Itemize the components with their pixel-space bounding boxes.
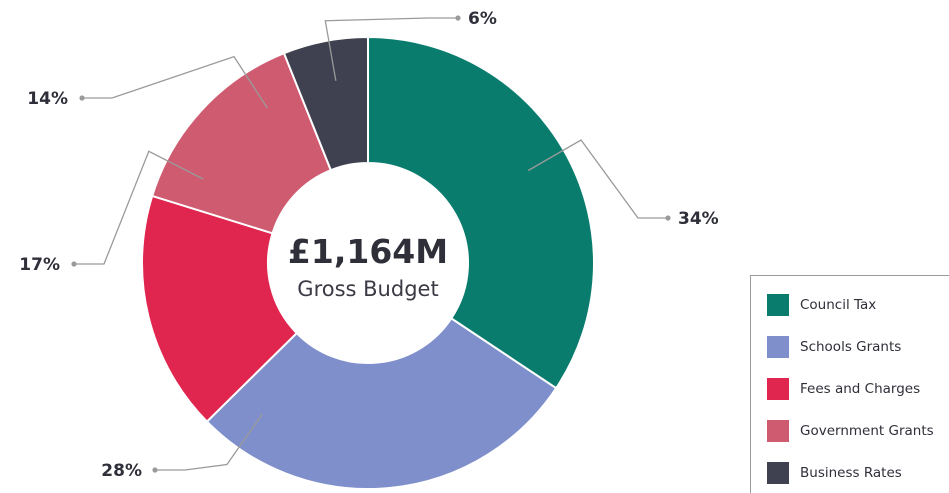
legend-item-fees-and-charges: Fees and Charges xyxy=(767,377,920,401)
slice-label-fees-and-charges: 17% xyxy=(19,255,60,275)
legend-swatch xyxy=(767,336,789,358)
leader-dot-schools-grants xyxy=(152,467,158,473)
legend-item-business-rates: Business Rates xyxy=(767,461,902,485)
center-label: Gross Budget xyxy=(297,277,438,301)
leader-line-schools-grants xyxy=(155,414,263,471)
legend-swatch xyxy=(767,420,789,442)
legend-label: Council Tax xyxy=(800,297,877,313)
slice-business-rates xyxy=(282,35,369,172)
center-value: £1,164M xyxy=(288,232,448,271)
slice-label-government-grants: 14% xyxy=(27,89,68,109)
legend-item-schools-grants: Schools Grants xyxy=(767,335,901,359)
leader-dot-government-grants xyxy=(79,95,85,101)
leader-line-business-rates xyxy=(324,17,458,81)
leader-line-fees-and-charges xyxy=(74,150,204,265)
leader-dot-business-rates xyxy=(455,15,461,21)
legend-label: Fees and Charges xyxy=(800,381,921,397)
legend-swatch xyxy=(767,294,789,316)
legend-item-government-grants: Government Grants xyxy=(767,419,934,443)
leader-dot-fees-and-charges xyxy=(71,261,77,267)
slice-labels: 34% 28% 17% 14% 6% xyxy=(19,9,718,481)
donut-slices xyxy=(141,35,595,490)
slice-fees-and-charges xyxy=(141,194,299,423)
legend-item-council-tax: Council Tax xyxy=(767,293,876,317)
legend-swatch xyxy=(767,462,789,484)
slice-label-schools-grants: 28% xyxy=(101,461,142,481)
leader-dot-council-tax xyxy=(665,215,671,221)
legend-label: Schools Grants xyxy=(800,339,902,355)
label-leaders xyxy=(71,15,671,473)
legend: Council Tax Schools Grants Fees and Char… xyxy=(750,275,949,493)
slice-label-business-rates: 6% xyxy=(468,9,497,29)
slice-schools-grants xyxy=(205,317,558,490)
legend-label: Government Grants xyxy=(800,423,934,439)
slice-label-council-tax: 34% xyxy=(678,209,719,229)
slice-council-tax xyxy=(367,35,595,390)
leader-line-council-tax xyxy=(527,139,668,219)
legend-label: Business Rates xyxy=(800,465,902,481)
legend-swatch xyxy=(767,378,789,400)
leader-line-government-grants xyxy=(82,55,268,109)
slice-government-grants xyxy=(150,51,333,235)
